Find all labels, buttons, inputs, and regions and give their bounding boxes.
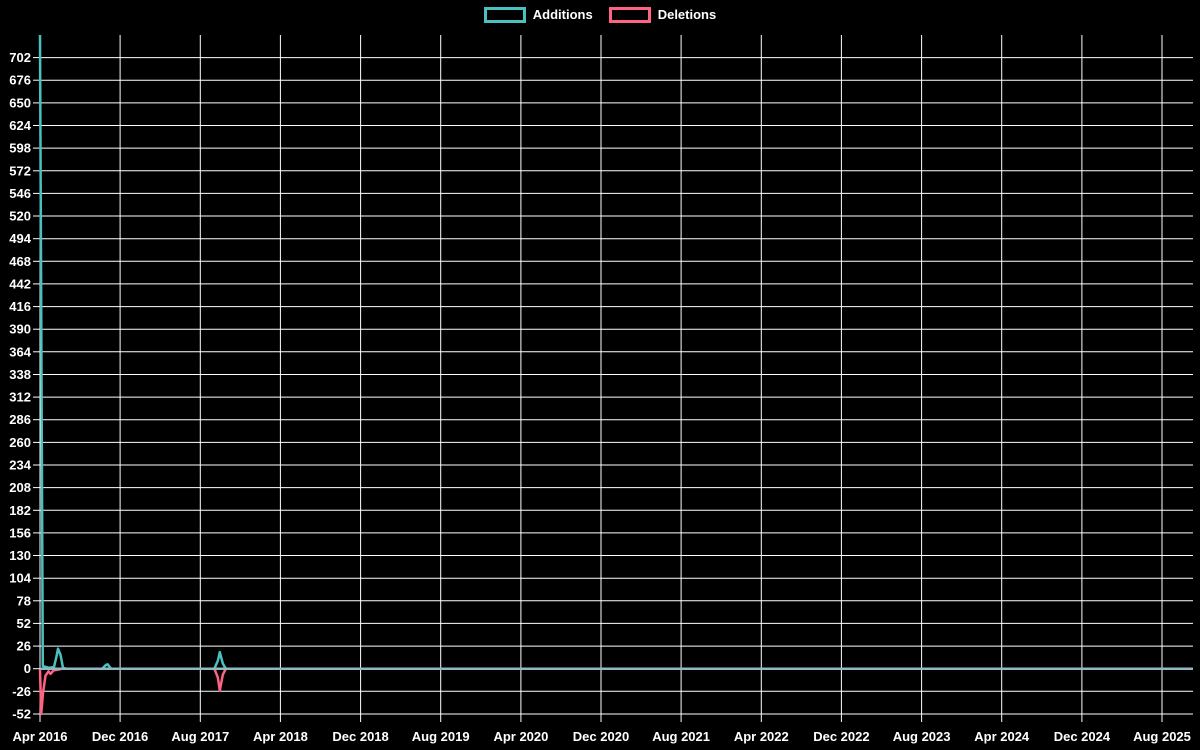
x-tick-label: Apr 2022 (734, 729, 789, 744)
y-tick-label: 364 (9, 344, 31, 359)
y-tick-label: 416 (9, 299, 31, 314)
legend-item-deletions[interactable]: Deletions (608, 7, 717, 23)
x-tick-label: Aug 2021 (652, 729, 710, 744)
y-tick-label: 676 (9, 73, 31, 88)
x-tick-label: Aug 2017 (171, 729, 229, 744)
x-tick-label: Dec 2018 (332, 729, 388, 744)
y-tick-label: 520 (9, 209, 31, 224)
additions-swatch (483, 7, 526, 23)
x-tick-label: Dec 2020 (573, 729, 629, 744)
y-tick-label: 598 (9, 141, 31, 156)
y-tick-label: 78 (17, 593, 31, 608)
y-tick-label: 26 (17, 639, 31, 654)
x-tick-label: Aug 2023 (893, 729, 951, 744)
deletions-swatch (608, 7, 651, 23)
y-tick-label: 260 (9, 435, 31, 450)
y-tick-label: 130 (9, 548, 31, 563)
x-tick-label: Aug 2025 (1133, 729, 1191, 744)
y-tick-label: -26 (12, 684, 31, 699)
legend-label-additions: Additions (532, 7, 593, 22)
y-tick-label: 468 (9, 254, 31, 269)
y-tick-label: 52 (17, 616, 31, 631)
x-tick-label: Aug 2019 (412, 729, 470, 744)
y-tick-label: 650 (9, 95, 31, 110)
y-tick-label: 546 (9, 186, 31, 201)
y-tick-label: 286 (9, 412, 31, 427)
x-tick-label: Dec 2022 (813, 729, 869, 744)
y-tick-label: 234 (9, 458, 31, 473)
y-tick-label: 624 (9, 118, 31, 133)
y-tick-label: 104 (9, 571, 31, 586)
x-tick-label: Apr 2018 (253, 729, 308, 744)
x-tick-label: Apr 2016 (13, 729, 68, 744)
y-tick-label: 442 (9, 276, 31, 291)
y-tick-label: 390 (9, 322, 31, 337)
y-tick-label: 572 (9, 163, 31, 178)
y-tick-label: 182 (9, 503, 31, 518)
legend-item-additions[interactable]: Additions (483, 7, 593, 23)
legend-label-deletions: Deletions (657, 7, 717, 22)
x-tick-label: Dec 2016 (92, 729, 148, 744)
y-tick-label: 338 (9, 367, 31, 382)
y-tick-label: 208 (9, 480, 31, 495)
y-tick-label: -52 (12, 707, 31, 722)
y-tick-label: 156 (9, 525, 31, 540)
x-tick-label: Dec 2024 (1054, 729, 1111, 744)
x-tick-label: Apr 2020 (493, 729, 548, 744)
chart-legend: Additions Deletions (0, 7, 1200, 23)
y-tick-label: 702 (9, 50, 31, 65)
y-tick-label: 312 (9, 390, 31, 405)
y-tick-label: 494 (9, 231, 31, 246)
y-tick-label: 0 (24, 661, 31, 676)
x-tick-label: Apr 2024 (974, 729, 1030, 744)
